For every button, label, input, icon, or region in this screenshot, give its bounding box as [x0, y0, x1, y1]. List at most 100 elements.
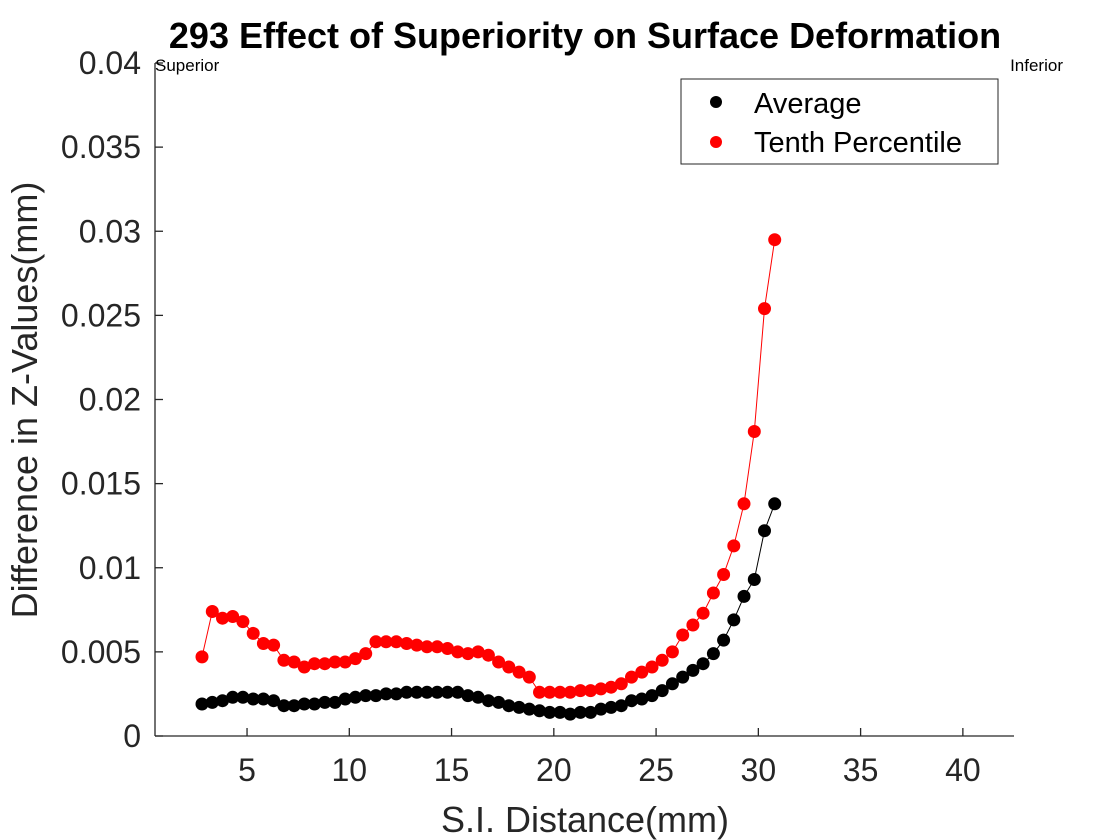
- legend: Average Tenth Percentile: [680, 78, 999, 165]
- data-point-tenth-percentile: [246, 626, 260, 640]
- data-point-average: [502, 699, 516, 713]
- data-point-average: [768, 497, 782, 511]
- data-point-tenth-percentile: [717, 568, 731, 581]
- y-tick-label: 0: [123, 718, 141, 754]
- data-point-average: [216, 694, 229, 708]
- data-point-average: [604, 700, 618, 714]
- data-point-tenth-percentile: [277, 653, 291, 667]
- data-point-average: [686, 663, 700, 677]
- legend-marker-tenth-percentile: [710, 136, 722, 148]
- data-point-tenth-percentile: [512, 665, 526, 679]
- data-point-average: [594, 702, 608, 716]
- x-tick-label: 20: [536, 752, 572, 788]
- data-point-average: [420, 685, 434, 699]
- data-point-average: [338, 692, 352, 706]
- data-point-tenth-percentile: [768, 233, 782, 247]
- data-point-average: [533, 704, 546, 718]
- data-point-average: [584, 705, 598, 719]
- y-tick-label: 0.01: [79, 550, 141, 586]
- data-point-average: [287, 699, 301, 713]
- x-ticks: 5 10 15 20 25 30 35 40: [238, 728, 981, 788]
- x-tick-label: 30: [741, 752, 777, 788]
- data-point-average: [747, 573, 761, 586]
- superior-label: Superior: [155, 56, 220, 75]
- chart-title: 293 Effect of Superiority on Surface Def…: [169, 15, 1001, 56]
- data-point-average: [696, 657, 710, 671]
- y-tick-label: 0.035: [61, 129, 141, 165]
- data-point-average: [441, 685, 454, 699]
- data-point-tenth-percentile: [706, 586, 720, 600]
- data-point-tenth-percentile: [614, 677, 628, 691]
- inferior-label: Inferior: [1010, 56, 1063, 75]
- x-tick-label: 25: [638, 752, 674, 788]
- data-point-tenth-percentile: [553, 685, 567, 699]
- data-point-average: [625, 694, 638, 708]
- data-point-average: [226, 690, 240, 704]
- x-tick-label: 35: [843, 752, 879, 788]
- data-point-tenth-percentile: [604, 680, 618, 694]
- data-point-average: [492, 695, 506, 709]
- data-point-tenth-percentile: [481, 648, 495, 662]
- data-point-average: [359, 689, 373, 703]
- data-point-tenth-percentile: [573, 684, 587, 698]
- data-point-tenth-percentile: [400, 637, 414, 650]
- data-point-tenth-percentile: [379, 635, 393, 649]
- data-point-average: [522, 702, 536, 716]
- data-point-tenth-percentile: [441, 642, 454, 655]
- data-point-average: [543, 705, 557, 719]
- data-point-average: [410, 685, 424, 699]
- data-point-tenth-percentile: [492, 655, 506, 669]
- data-point-tenth-percentile: [267, 638, 281, 652]
- data-point-tenth-percentile: [205, 605, 219, 618]
- data-point-tenth-percentile: [318, 657, 332, 671]
- y-tick-label: 0.005: [61, 634, 141, 670]
- series-layer: [195, 233, 782, 721]
- legend-label-average: Average: [754, 88, 862, 120]
- x-tick-label: 5: [238, 752, 256, 788]
- data-point-average: [727, 613, 741, 627]
- data-point-average: [461, 689, 475, 703]
- x-tick-label: 15: [434, 752, 470, 788]
- data-point-tenth-percentile: [430, 640, 444, 654]
- legend-box: [680, 78, 999, 165]
- data-point-average: [573, 705, 587, 719]
- y-axis-title: Difference in Z-Values(mm): [4, 182, 45, 619]
- data-point-tenth-percentile: [737, 497, 751, 511]
- data-point-tenth-percentile: [502, 660, 516, 674]
- legend-marker-average: [710, 96, 722, 108]
- data-point-tenth-percentile: [308, 657, 321, 671]
- data-point-average: [614, 699, 628, 713]
- data-point-tenth-percentile: [348, 652, 362, 666]
- data-point-tenth-percentile: [645, 660, 659, 674]
- data-point-tenth-percentile: [195, 650, 209, 664]
- data-point-average: [553, 705, 567, 719]
- data-point-average: [665, 677, 679, 691]
- data-point-average: [512, 700, 526, 714]
- data-point-tenth-percentile: [410, 638, 424, 652]
- y-tick-label: 0.015: [61, 466, 141, 502]
- data-point-tenth-percentile: [359, 647, 373, 661]
- data-point-tenth-percentile: [665, 645, 679, 659]
- x-tick-label: 10: [332, 752, 368, 788]
- data-point-average: [481, 694, 495, 708]
- data-point-tenth-percentile: [727, 539, 741, 553]
- x-axis-title: S.I. Distance(mm): [441, 799, 729, 840]
- data-point-tenth-percentile: [686, 618, 700, 632]
- x-tick-label: 40: [945, 752, 981, 788]
- data-point-tenth-percentile: [543, 685, 557, 699]
- data-point-tenth-percentile: [635, 665, 649, 679]
- data-point-tenth-percentile: [594, 682, 608, 696]
- y-tick-label: 0.02: [79, 382, 141, 418]
- data-point-average: [246, 692, 260, 706]
- data-point-average: [400, 685, 414, 699]
- data-point-tenth-percentile: [226, 610, 240, 623]
- data-point-average: [737, 589, 751, 603]
- data-point-average: [635, 692, 649, 706]
- data-point-average: [451, 685, 465, 699]
- data-point-tenth-percentile: [461, 647, 475, 661]
- data-point-tenth-percentile: [747, 425, 761, 438]
- data-point-tenth-percentile: [522, 670, 536, 684]
- data-point-average: [236, 690, 250, 704]
- data-point-average: [369, 689, 383, 703]
